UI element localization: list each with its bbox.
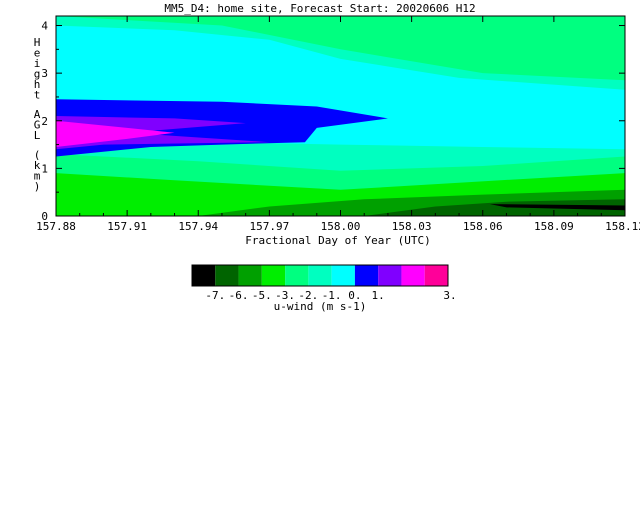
contour-region-1	[56, 16, 625, 81]
colorbar-swatch	[261, 265, 286, 286]
colorbar-swatch	[192, 265, 216, 286]
colorbar-swatch	[378, 265, 402, 286]
x-tick-label: 157.88	[36, 220, 76, 233]
colorbar-tick-label: -6.	[229, 289, 249, 302]
contour-region-10	[56, 120, 175, 147]
x-tick-label: 157.91	[107, 220, 147, 233]
colorbar-swatch	[401, 265, 425, 286]
x-tick-label: 158.03	[392, 220, 432, 233]
axes: 157.88 157.91 157.94 157.97 158.00 158.03 158.…	[34, 15, 640, 233]
colorbar-label: u-wind (m s-1)	[274, 300, 367, 313]
colorbar-swatch	[215, 265, 239, 286]
colorbar-swatch	[285, 265, 309, 286]
y-tick-label: 4	[41, 20, 48, 33]
colorbar-tick-label: -5.	[252, 289, 272, 302]
x-axis-label: Fractional Day of Year (UTC)	[245, 234, 430, 247]
colorbar-swatch	[238, 265, 262, 286]
contour-region-6	[364, 199, 625, 216]
colorbar-swatch	[308, 265, 332, 286]
colorbar-tick-label: -3.	[275, 289, 295, 302]
contour-region-9	[56, 116, 270, 150]
y-tick-label: 2	[41, 115, 48, 128]
y-tick-label: 0	[41, 210, 48, 223]
colorbar-frame	[191, 264, 449, 287]
colorbar-tick-label: -1.	[322, 289, 342, 302]
plot-area	[56, 16, 625, 216]
colorbar-tick-label: 1.	[372, 289, 385, 302]
x-tick-label: 158.12	[605, 220, 640, 233]
x-tick-label: 158.06	[463, 220, 503, 233]
contour-region-7	[489, 204, 625, 211]
colorbar-tick-label: -2.	[298, 289, 318, 302]
x-tick-label: 158.00	[321, 220, 361, 233]
x-tick-label: 157.94	[178, 220, 218, 233]
colorbar-swatch	[424, 265, 448, 286]
x-tick-label: 157.97	[250, 220, 290, 233]
chart-title: MM5_D4: home site, Forecast Start: 20020…	[164, 2, 475, 15]
colorbar-tick-label: 0.	[348, 289, 361, 302]
y-tick-label: 3	[41, 67, 48, 80]
y-tick-label: 1	[41, 162, 48, 175]
colorbar-tick-label: -7.	[205, 289, 225, 302]
colorbar-tick-label: 3.	[443, 289, 456, 302]
colorbar: -7. -6. -5. -3. -2. -1. 0. 1. 3.	[191, 264, 457, 302]
colorbar-swatch	[331, 265, 355, 286]
colorbar-swatch	[354, 265, 379, 286]
x-tick-label: 158.09	[534, 220, 574, 233]
